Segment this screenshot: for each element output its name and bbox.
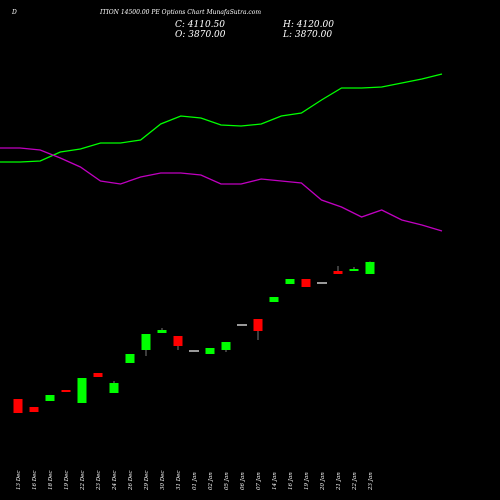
x-tick-label: 22 Dec (80, 471, 86, 492)
candle-body (109, 383, 119, 393)
x-tick-label: 14 Jan (272, 472, 278, 490)
candle-body (365, 261, 375, 274)
candle-body (301, 279, 311, 287)
x-tick-label: 29 Dec (144, 471, 150, 492)
candle-body (77, 378, 87, 403)
candle-body (29, 407, 39, 412)
x-tick-label: 19 Dec (64, 471, 70, 491)
x-tick-label: 19 Jan (304, 472, 310, 490)
candle-body (205, 348, 215, 354)
candle-body (141, 334, 151, 350)
x-tick-label: 23 Dec (96, 471, 102, 492)
chart-title: ITION 14500.00 PE Options Chart MunafaSu… (99, 9, 261, 16)
x-tick-label: 30 Dec (160, 471, 166, 491)
x-tick-label: 18 Dec (48, 471, 54, 491)
x-tick-label: 01 Jan (192, 472, 198, 490)
indicator-line (0, 73, 443, 163)
symbol: D (11, 9, 17, 16)
candle-body (125, 354, 135, 363)
x-tick-label: 16 Dec (32, 471, 38, 491)
candle-body (61, 390, 71, 392)
x-tick-label: 13 Dec (16, 471, 22, 491)
x-tick-label: 22 Jan (352, 472, 358, 491)
candle-body (13, 399, 23, 413)
x-tick-label: 24 Dec (112, 471, 118, 492)
candle-body (253, 319, 263, 331)
indicator-line (0, 147, 443, 232)
x-tick-label: 23 Jan (368, 472, 374, 491)
open-label: O: 3870.00 (175, 30, 226, 40)
low-label: L: 3870.00 (282, 30, 332, 40)
candle-body (333, 271, 343, 274)
candle-body (45, 395, 55, 401)
candle-body (93, 373, 103, 377)
x-tick-label: 20 Jan (320, 472, 326, 491)
x-tick-label: 02 Jan (208, 472, 214, 490)
close-label: C: 4110.50 (175, 20, 225, 30)
candle-body (157, 330, 167, 333)
x-tick-label: 05 Jan (224, 472, 230, 490)
candle-body (221, 342, 231, 350)
x-tick-label: 31 Dec (176, 471, 182, 491)
high-label: H: 4120.00 (282, 20, 334, 30)
x-tick-label: 06 Jan (240, 472, 246, 490)
candle-body (173, 336, 183, 346)
candle-body (349, 269, 359, 271)
candle-body (269, 297, 279, 302)
x-tick-label: 26 Dec (128, 471, 134, 492)
x-tick-label: 16 Jan (288, 472, 294, 490)
candle-body (285, 279, 295, 284)
x-tick-label: 21 Jan (336, 472, 342, 491)
x-tick-label: 07 Jan (256, 472, 262, 490)
